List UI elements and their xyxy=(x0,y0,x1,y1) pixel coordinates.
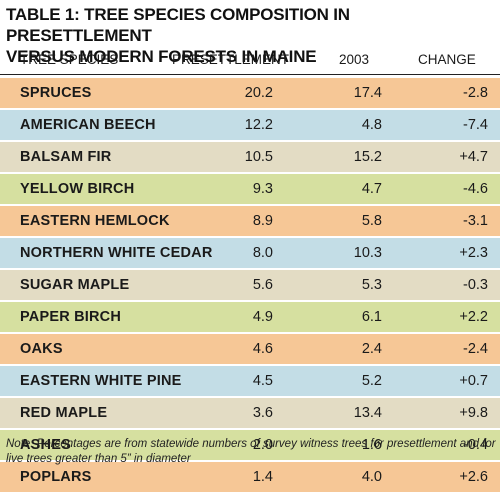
cell-presettlement: 4.6 xyxy=(252,341,273,357)
cell-change: +2.3 xyxy=(459,245,488,261)
table-title-line-1: TABLE 1: TREE SPECIES COMPOSITION IN PRE… xyxy=(6,5,350,45)
table-row: BALSAM FIR 10.5 15.2 +4.7 xyxy=(0,142,500,172)
cell-2003: 4.0 xyxy=(361,469,382,485)
cell-change: -2.8 xyxy=(463,85,488,101)
cell-change: -0.3 xyxy=(463,277,488,293)
cell-2003: 6.1 xyxy=(361,309,382,325)
cell-presettlement: 12.2 xyxy=(244,117,273,133)
cell-change: +9.8 xyxy=(459,405,488,421)
header-presettlement: PRESETTLEMENT xyxy=(172,52,290,67)
cell-2003: 2.4 xyxy=(361,341,382,357)
cell-species: SPRUCES xyxy=(20,85,92,101)
header-2003: 2003 xyxy=(339,52,370,67)
cell-presettlement: 1.4 xyxy=(252,469,273,485)
cell-change: +0.7 xyxy=(459,373,488,389)
species-table: TREE SPECIES PRESETTLEMENT 2003 CHANGE S… xyxy=(0,44,500,494)
footnote: Note: Percentages are from statewide num… xyxy=(6,438,496,465)
cell-2003: 5.3 xyxy=(361,277,382,293)
cell-2003: 4.7 xyxy=(361,181,382,197)
cell-presettlement: 4.5 xyxy=(252,373,273,389)
cell-species: EASTERN HEMLOCK xyxy=(20,213,170,229)
table-title-line-2: VERSUS MODERN FORESTS IN MAINE xyxy=(6,47,317,66)
table-row: EASTERN HEMLOCK 8.9 5.8 -3.1 xyxy=(0,206,500,236)
cell-species: AMERICAN BEECH xyxy=(20,117,156,133)
cell-species: NORTHERN WHITE CEDAR xyxy=(20,245,213,261)
cell-species: EASTERN WHITE PINE xyxy=(20,373,182,389)
cell-presettlement: 4.9 xyxy=(252,309,273,325)
cell-2003: 5.2 xyxy=(361,373,382,389)
cell-species: ASHES xyxy=(20,437,71,453)
cell-change: +2.2 xyxy=(459,309,488,325)
cell-presettlement: 9.3 xyxy=(252,181,273,197)
cell-species: RED MAPLE xyxy=(20,405,108,421)
cell-2003: 13.4 xyxy=(353,405,382,421)
header-species: TREE SPECIES xyxy=(20,52,119,67)
table-row: OAKS 4.6 2.4 -2.4 xyxy=(0,334,500,364)
cell-change: -3.1 xyxy=(463,213,488,229)
table-row: AMERICAN BEECH 12.2 4.8 -7.4 xyxy=(0,110,500,140)
cell-change: -4.6 xyxy=(463,181,488,197)
table-row: ASHES 2.0 1.6 -0.4 xyxy=(0,430,500,460)
cell-2003: 15.2 xyxy=(353,149,382,165)
cell-change: -7.4 xyxy=(463,117,488,133)
cell-2003: 17.4 xyxy=(353,85,382,101)
cell-2003: 10.3 xyxy=(353,245,382,261)
cell-presettlement: 20.2 xyxy=(244,85,273,101)
cell-presettlement: 8.0 xyxy=(252,245,273,261)
cell-species: OAKS xyxy=(20,341,63,357)
table-header: TREE SPECIES PRESETTLEMENT 2003 CHANGE xyxy=(0,44,500,75)
cell-presettlement: 10.5 xyxy=(244,149,273,165)
cell-2003: 4.8 xyxy=(361,117,382,133)
cell-presettlement: 2.0 xyxy=(252,437,273,453)
header-change: CHANGE xyxy=(418,52,476,67)
cell-change: +2.6 xyxy=(459,469,488,485)
table-row: RED MAPLE 3.6 13.4 +9.8 xyxy=(0,398,500,428)
cell-2003: 1.6 xyxy=(361,437,382,453)
cell-species: POPLARS xyxy=(20,469,92,485)
cell-species: BALSAM FIR xyxy=(20,149,112,165)
cell-change: -2.4 xyxy=(463,341,488,357)
cell-change: -0.4 xyxy=(463,437,488,453)
table-row: EASTERN WHITE PINE 4.5 5.2 +0.7 xyxy=(0,366,500,396)
table-row: PAPER BIRCH 4.9 6.1 +2.2 xyxy=(0,302,500,332)
table-row: YELLOW BIRCH 9.3 4.7 -4.6 xyxy=(0,174,500,204)
cell-species: SUGAR MAPLE xyxy=(20,277,130,293)
table-body: SPRUCES 20.2 17.4 -2.8 AMERICAN BEECH 12.2 4.8… xyxy=(0,78,500,492)
cell-change: +4.7 xyxy=(459,149,488,165)
table-title: TABLE 1: TREE SPECIES COMPOSITION IN PRE… xyxy=(6,4,496,67)
cell-presettlement: 8.9 xyxy=(252,213,273,229)
cell-species: PAPER BIRCH xyxy=(20,309,122,325)
cell-presettlement: 3.6 xyxy=(252,405,273,421)
cell-presettlement: 5.6 xyxy=(252,277,273,293)
table-row: NORTHERN WHITE CEDAR 8.0 10.3 +2.3 xyxy=(0,238,500,268)
page: TABLE 1: TREE SPECIES COMPOSITION IN PRE… xyxy=(0,4,500,492)
cell-species: YELLOW BIRCH xyxy=(20,181,135,197)
cell-2003: 5.8 xyxy=(361,213,382,229)
table-row: SUGAR MAPLE 5.6 5.3 -0.3 xyxy=(0,270,500,300)
table-row: SPRUCES 20.2 17.4 -2.8 xyxy=(0,78,500,108)
